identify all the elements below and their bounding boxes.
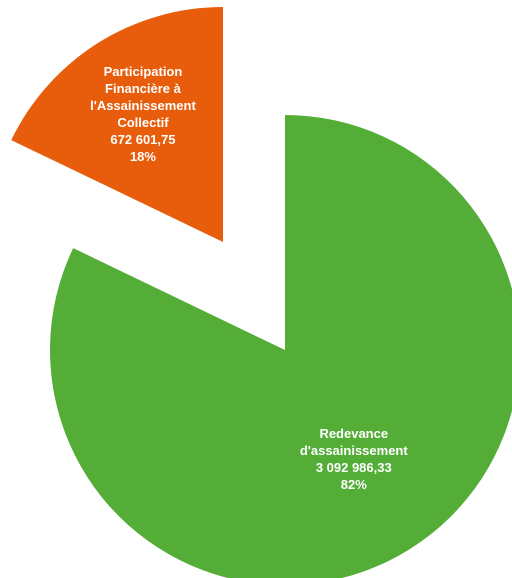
slice-label-0-percent: 82% (341, 477, 367, 492)
slice-label-1-name-line-0: Participation (104, 64, 183, 79)
slice-label-1: Participation Financière à l'Assainissemen… (90, 64, 196, 164)
slice-label-0-name-line-0: Redevance (319, 426, 388, 441)
slice-label-1-name-line-2: l'Assainissement (90, 98, 196, 113)
slice-label-0-value: 3 092 986,33 (316, 460, 392, 475)
slice-label-1-name-line-3: Collectif (117, 115, 169, 130)
slice-label-0: Redevance d'assainissement 3 092 986,33 82% (300, 426, 409, 492)
slice-label-1-value: 672 601,75 (110, 132, 175, 147)
pie-slice-0 (50, 115, 512, 578)
slice-label-1-name-line-1: Financière à (105, 81, 182, 96)
slice-label-0-name-line-1: d'assainissement (300, 443, 409, 458)
slice-label-1-percent: 18% (130, 149, 156, 164)
pie-slice-1 (11, 7, 224, 242)
